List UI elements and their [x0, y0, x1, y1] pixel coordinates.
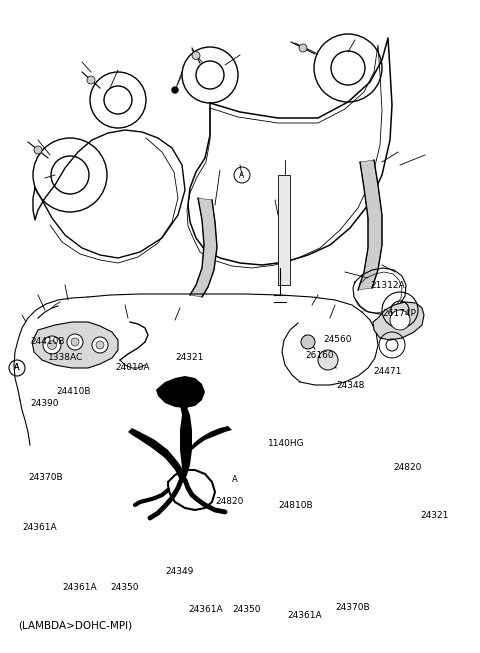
- Text: 24321: 24321: [420, 511, 448, 520]
- Text: A: A: [232, 475, 238, 485]
- Text: 1140HG: 1140HG: [268, 439, 305, 447]
- Circle shape: [172, 87, 178, 93]
- Text: (LAMBDA>DOHC-MPI): (LAMBDA>DOHC-MPI): [18, 620, 132, 630]
- Text: 24361A: 24361A: [188, 605, 223, 614]
- Polygon shape: [32, 322, 118, 368]
- Text: 24361A: 24361A: [22, 522, 57, 532]
- Text: 24361A: 24361A: [287, 611, 322, 620]
- Circle shape: [48, 340, 57, 349]
- Text: 26160: 26160: [305, 351, 334, 360]
- Circle shape: [192, 52, 200, 59]
- Text: 24810B: 24810B: [278, 500, 312, 509]
- Text: 24820: 24820: [215, 498, 243, 507]
- Circle shape: [318, 350, 338, 370]
- Polygon shape: [190, 426, 232, 450]
- Polygon shape: [180, 405, 192, 480]
- Text: 24361A: 24361A: [62, 584, 96, 592]
- Text: 24820: 24820: [393, 464, 421, 473]
- Circle shape: [92, 337, 108, 353]
- Text: 21312A: 21312A: [370, 281, 405, 289]
- Text: 1338AC: 1338AC: [48, 353, 83, 362]
- Text: 26174P: 26174P: [382, 308, 416, 317]
- Polygon shape: [156, 376, 205, 408]
- Text: 24350: 24350: [110, 584, 139, 592]
- Circle shape: [301, 335, 315, 349]
- Polygon shape: [278, 175, 290, 285]
- Text: 24321: 24321: [175, 353, 204, 362]
- Polygon shape: [180, 390, 188, 415]
- Text: 24370B: 24370B: [335, 603, 370, 613]
- Text: 24560: 24560: [323, 336, 351, 345]
- Polygon shape: [358, 160, 382, 290]
- Text: 24350: 24350: [232, 605, 261, 614]
- Polygon shape: [128, 428, 185, 480]
- Circle shape: [299, 44, 307, 52]
- Text: A: A: [14, 364, 20, 372]
- Text: 24410B: 24410B: [30, 338, 64, 347]
- Text: 24410B: 24410B: [56, 387, 91, 396]
- Polygon shape: [190, 198, 217, 297]
- Circle shape: [43, 336, 61, 354]
- Polygon shape: [373, 302, 424, 340]
- Text: 24349: 24349: [165, 567, 193, 577]
- Text: 24010A: 24010A: [115, 364, 150, 372]
- Text: A: A: [14, 364, 20, 372]
- Text: 24471: 24471: [373, 368, 401, 377]
- Circle shape: [96, 341, 104, 349]
- Circle shape: [67, 334, 83, 350]
- Text: 24390: 24390: [30, 400, 59, 409]
- Circle shape: [87, 76, 95, 84]
- Circle shape: [34, 146, 42, 154]
- Circle shape: [71, 338, 79, 346]
- Text: 24348: 24348: [336, 381, 364, 389]
- Text: 24370B: 24370B: [28, 473, 62, 483]
- Text: A: A: [240, 170, 245, 180]
- Circle shape: [390, 310, 410, 330]
